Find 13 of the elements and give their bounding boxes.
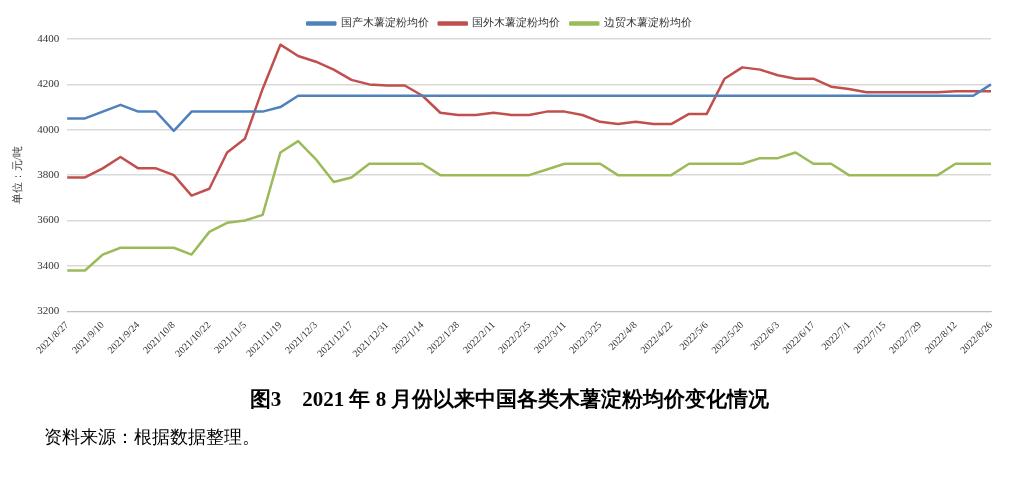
- text: 资料来源：根据数据整理。: [44, 426, 261, 449]
- y-tick-label: 4000: [37, 122, 60, 135]
- y-tick-label: 4200: [37, 77, 60, 90]
- legend-label: 国外木薯淀粉均价: [472, 16, 561, 29]
- text: 图3 2021 年 8 月份以来中国各类木薯淀粉均价变化情况: [248, 386, 771, 413]
- y-tick-label: 3200: [37, 304, 60, 317]
- y-tick-label: 3800: [37, 168, 60, 181]
- legend-label: 边贸木薯淀粉均价: [603, 16, 692, 29]
- y-tick-label: 3400: [37, 258, 60, 271]
- y-tick-label: 3600: [37, 213, 60, 226]
- y-axis-title: 单位：元/吨: [11, 146, 24, 205]
- y-tick-label: 4400: [37, 31, 60, 44]
- legend-label: 国产木薯淀粉均价: [340, 16, 429, 29]
